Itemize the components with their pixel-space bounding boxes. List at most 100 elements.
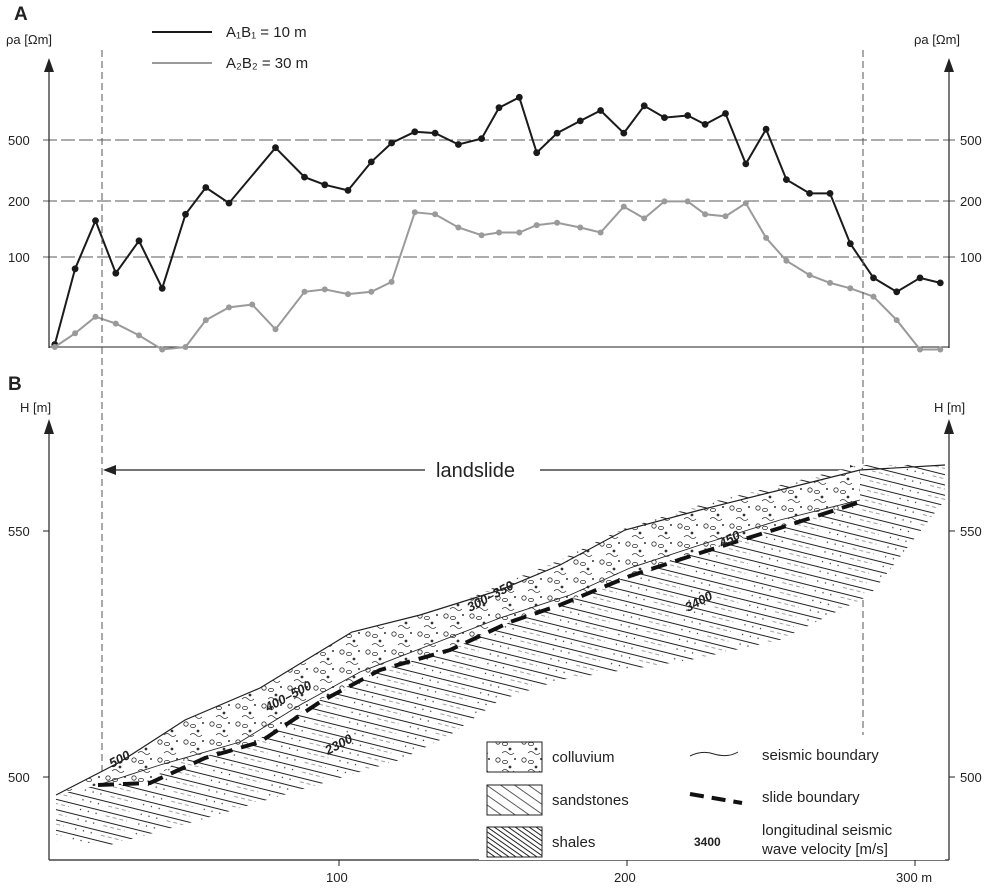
series-1-point [388,139,395,147]
series-2-point [533,222,540,229]
panel-a-label: A [14,4,28,25]
panel-b-y-axis-right-arrow [944,419,954,434]
series-1-point [344,187,352,194]
series-1-point [301,173,308,181]
tick-left-200: 200 [8,194,30,209]
tick-left-100: 100 [8,250,30,265]
series-2-point [702,211,709,218]
series-2-point [182,344,189,350]
series-1-point [597,107,604,114]
series-1-point [722,110,729,117]
series-1-point [182,210,189,218]
series-2-point [937,346,944,353]
series-2-point [112,320,119,327]
series-2-point [554,219,561,226]
series-1-point [92,217,99,225]
series-1-point [478,135,485,143]
series-1-point [431,129,439,137]
series-1-point [870,274,877,282]
series-1-point [411,128,419,136]
series-1-point [936,279,944,287]
series-1-point [321,181,329,189]
series-1-point [916,274,924,282]
series-2-point [411,209,418,216]
series-2-point [917,346,923,353]
series-2-point [577,224,584,231]
legend-label-seismic-boundary: seismic boundary [762,747,879,764]
panel-a-y-axis-title-left: ρa [Ωm] [6,32,52,47]
series-1-point [806,190,813,197]
series-1-point [515,93,523,101]
series-1-point [135,237,143,245]
tick-right-550: 550 [960,524,982,539]
colluvium-body [56,470,860,795]
panel-a-y-axis-right-arrow [944,58,954,72]
panel-a-y-axis-title-right: ρa [Ωm] [914,32,960,47]
panel-b-y-axis-title-left: H [m] [20,400,51,415]
series-1-point [112,269,120,277]
x-tick-300: 300 m [896,870,932,885]
bedrock-body [56,465,945,845]
series-1-point [272,144,279,152]
legend-swatch-sandstones [486,784,543,816]
legend-label-slide-boundary: slide boundary [762,789,860,806]
slide-boundary-line [97,500,861,787]
series-1-point [742,160,750,168]
legend-label-shales: shales [552,834,595,851]
legend-velocity-example: 3400 [694,835,721,849]
series-2-point [516,229,523,236]
series-2-point [202,317,209,324]
series-1-point [367,158,375,166]
series-line-2 [54,200,941,351]
series-2-point [249,301,256,308]
series-2-point [136,332,142,339]
series-2-point [92,313,99,320]
series-2-point [870,293,877,300]
series-1-point [202,184,210,191]
series-2-point [893,317,900,324]
landslide-arrow-left-head [103,465,116,475]
tick-left-500: 500 [8,133,30,148]
series-2-point [783,257,790,264]
series-1-point [701,121,709,128]
seismic-boundary-line [97,499,861,786]
legend-label-colluvium: colluvium [552,749,615,766]
series-1-point [762,125,770,133]
series-1-point [455,141,462,148]
series-2-point [742,200,749,207]
legend-swatch-colluvium [486,741,543,773]
ground-surface [55,464,946,796]
series-1-point [576,117,584,125]
series-2-point [496,229,502,236]
panel-b-label: B [8,374,22,395]
series-2-point [272,326,279,333]
x-tick-200: 200 [614,870,636,885]
legend-swatch-seismic-boundary [689,751,739,757]
panel-b-y-axis-left-arrow [44,419,54,434]
series-1-point [846,240,854,248]
series-2-point [51,344,58,350]
series-2-point [641,215,648,222]
series-2-point [478,232,485,239]
series-2-point [620,203,627,210]
legend-label-velocity-line1: longitudinal seismic [762,822,893,839]
series-2-point [722,213,729,220]
series-1-point [495,104,503,112]
series-2-point [321,286,328,293]
landslide-label: landslide [436,460,515,482]
tick-left-550: 550 [8,524,30,539]
legend-label-velocity-line2: wave velocity [m/s] [761,841,888,858]
series-1-point [533,149,541,157]
legend-swatch-shales [486,826,543,858]
series-1-point [71,265,79,273]
tick-right-200: 200 [960,194,982,209]
legend-label-2: A₂B₂ = 30 m [226,55,308,72]
series-1-point [783,176,790,184]
series-1-point [826,190,834,197]
series-2-point [597,229,604,236]
tick-left-500-b: 500 [8,770,30,785]
series-1-point [158,284,166,292]
tick-right-100: 100 [960,250,982,265]
series-2-point [345,291,351,298]
